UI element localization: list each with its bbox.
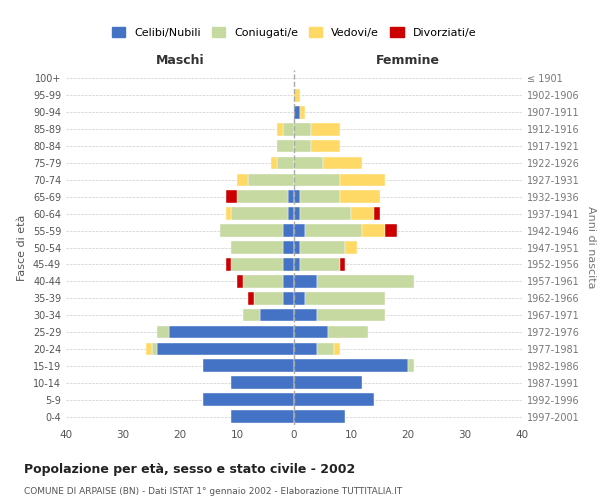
- Bar: [283, 241, 294, 254]
- Bar: [289, 190, 294, 203]
- Bar: [311, 123, 340, 136]
- Bar: [232, 241, 283, 254]
- Bar: [260, 309, 294, 322]
- Bar: [157, 342, 294, 355]
- Bar: [317, 309, 385, 322]
- Bar: [232, 410, 294, 423]
- Bar: [294, 360, 408, 372]
- Bar: [226, 258, 232, 270]
- Bar: [362, 224, 385, 237]
- Bar: [305, 224, 362, 237]
- Bar: [232, 376, 294, 389]
- Bar: [294, 89, 300, 102]
- Bar: [283, 275, 294, 287]
- Bar: [300, 190, 340, 203]
- Text: Femmine: Femmine: [376, 54, 440, 66]
- Bar: [294, 190, 300, 203]
- Bar: [317, 342, 334, 355]
- Bar: [248, 174, 294, 186]
- Bar: [203, 360, 294, 372]
- Bar: [289, 208, 294, 220]
- Bar: [346, 241, 356, 254]
- Bar: [385, 224, 397, 237]
- Bar: [294, 174, 340, 186]
- Bar: [226, 190, 237, 203]
- Bar: [294, 275, 317, 287]
- Text: COMUNE DI ARPAISE (BN) - Dati ISTAT 1° gennaio 2002 - Elaborazione TUTTITALIA.IT: COMUNE DI ARPAISE (BN) - Dati ISTAT 1° g…: [24, 488, 402, 496]
- Bar: [271, 156, 277, 170]
- Text: Popolazione per età, sesso e stato civile - 2002: Popolazione per età, sesso e stato civil…: [24, 462, 355, 475]
- Bar: [283, 224, 294, 237]
- Bar: [294, 241, 300, 254]
- Bar: [169, 326, 294, 338]
- Bar: [374, 208, 380, 220]
- Bar: [277, 123, 283, 136]
- Bar: [340, 174, 385, 186]
- Bar: [340, 190, 380, 203]
- Bar: [146, 342, 151, 355]
- Bar: [157, 326, 169, 338]
- Bar: [151, 342, 157, 355]
- Bar: [334, 342, 340, 355]
- Bar: [317, 275, 414, 287]
- Bar: [294, 410, 346, 423]
- Bar: [237, 275, 242, 287]
- Bar: [248, 292, 254, 304]
- Bar: [294, 326, 328, 338]
- Bar: [305, 292, 385, 304]
- Bar: [340, 258, 346, 270]
- Bar: [323, 156, 362, 170]
- Bar: [328, 326, 368, 338]
- Bar: [237, 190, 289, 203]
- Bar: [300, 106, 305, 118]
- Bar: [294, 156, 323, 170]
- Bar: [294, 292, 305, 304]
- Bar: [283, 292, 294, 304]
- Bar: [294, 208, 300, 220]
- Bar: [203, 394, 294, 406]
- Bar: [277, 156, 294, 170]
- Bar: [232, 208, 289, 220]
- Y-axis label: Fasce di età: Fasce di età: [17, 214, 27, 280]
- Bar: [277, 140, 294, 152]
- Bar: [300, 258, 340, 270]
- Bar: [283, 123, 294, 136]
- Bar: [294, 224, 305, 237]
- Bar: [243, 309, 260, 322]
- Text: Maschi: Maschi: [155, 54, 205, 66]
- Bar: [294, 140, 311, 152]
- Bar: [283, 258, 294, 270]
- Bar: [294, 258, 300, 270]
- Bar: [226, 208, 232, 220]
- Bar: [294, 123, 311, 136]
- Legend: Celibi/Nubili, Coniugati/e, Vedovi/e, Divorziati/e: Celibi/Nubili, Coniugati/e, Vedovi/e, Di…: [107, 22, 481, 42]
- Bar: [294, 309, 317, 322]
- Bar: [232, 258, 283, 270]
- Bar: [311, 140, 340, 152]
- Y-axis label: Anni di nascita: Anni di nascita: [586, 206, 596, 289]
- Bar: [351, 208, 374, 220]
- Bar: [294, 376, 362, 389]
- Bar: [294, 106, 300, 118]
- Bar: [294, 342, 317, 355]
- Bar: [254, 292, 283, 304]
- Bar: [243, 275, 283, 287]
- Bar: [408, 360, 414, 372]
- Bar: [294, 394, 374, 406]
- Bar: [220, 224, 283, 237]
- Bar: [300, 208, 351, 220]
- Bar: [300, 241, 346, 254]
- Bar: [237, 174, 248, 186]
